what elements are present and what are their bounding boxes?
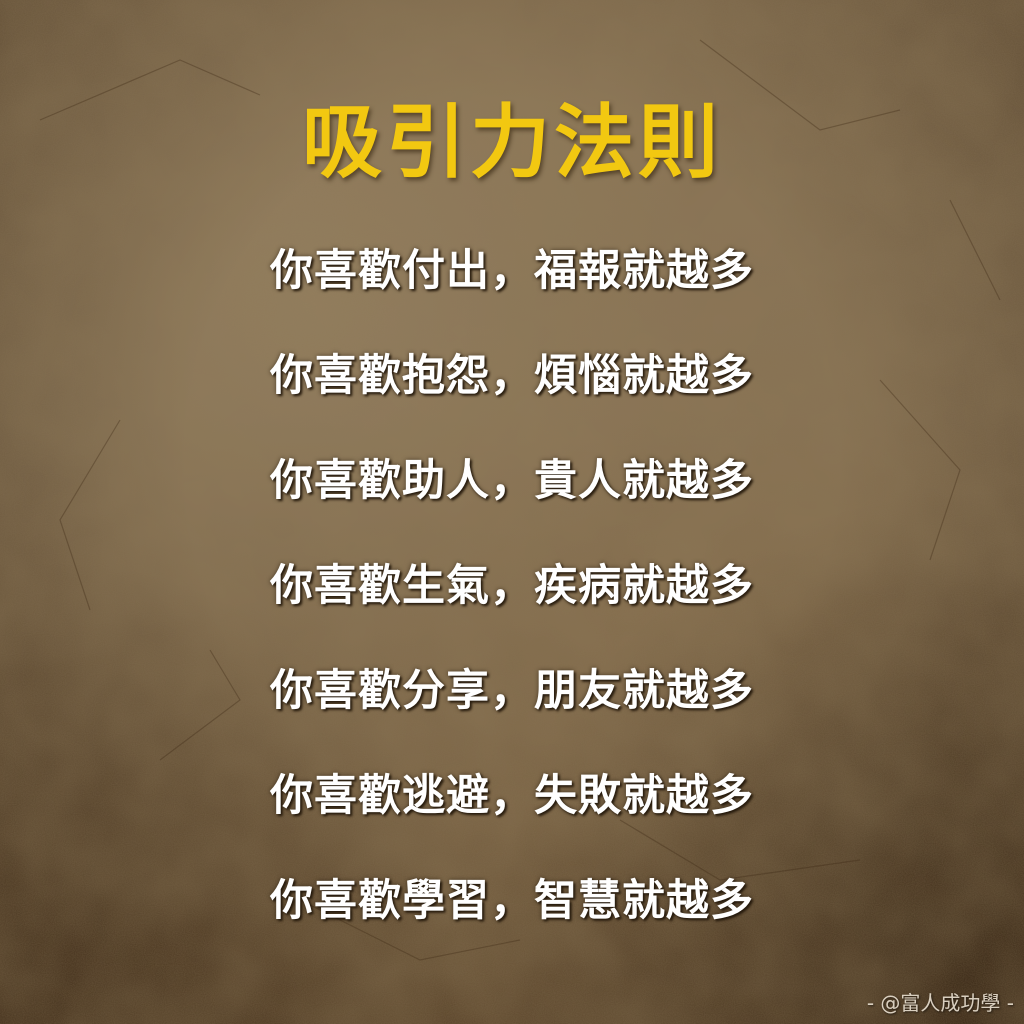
quote-line: 你喜歡生氣，疾病就越多 xyxy=(270,561,754,611)
quote-list: 你喜歡付出，福報就越多 你喜歡抱怨，煩惱就越多 你喜歡助人，貴人就越多 你喜歡生… xyxy=(0,236,1024,971)
poster-title: 吸引力法則 xyxy=(302,96,722,189)
quote-line: 你喜歡逃避，失敗就越多 xyxy=(270,771,754,821)
watermark: - @富人成功學 - xyxy=(866,991,1014,1015)
quote-line: 你喜歡學習，智慧就越多 xyxy=(270,876,754,926)
quote-line: 你喜歡付出，福報就越多 xyxy=(270,246,754,296)
quote-line: 你喜歡抱怨，煩惱就越多 xyxy=(270,351,754,401)
quote-line: 你喜歡助人，貴人就越多 xyxy=(270,456,754,506)
quote-line: 你喜歡分享，朋友就越多 xyxy=(270,666,754,716)
